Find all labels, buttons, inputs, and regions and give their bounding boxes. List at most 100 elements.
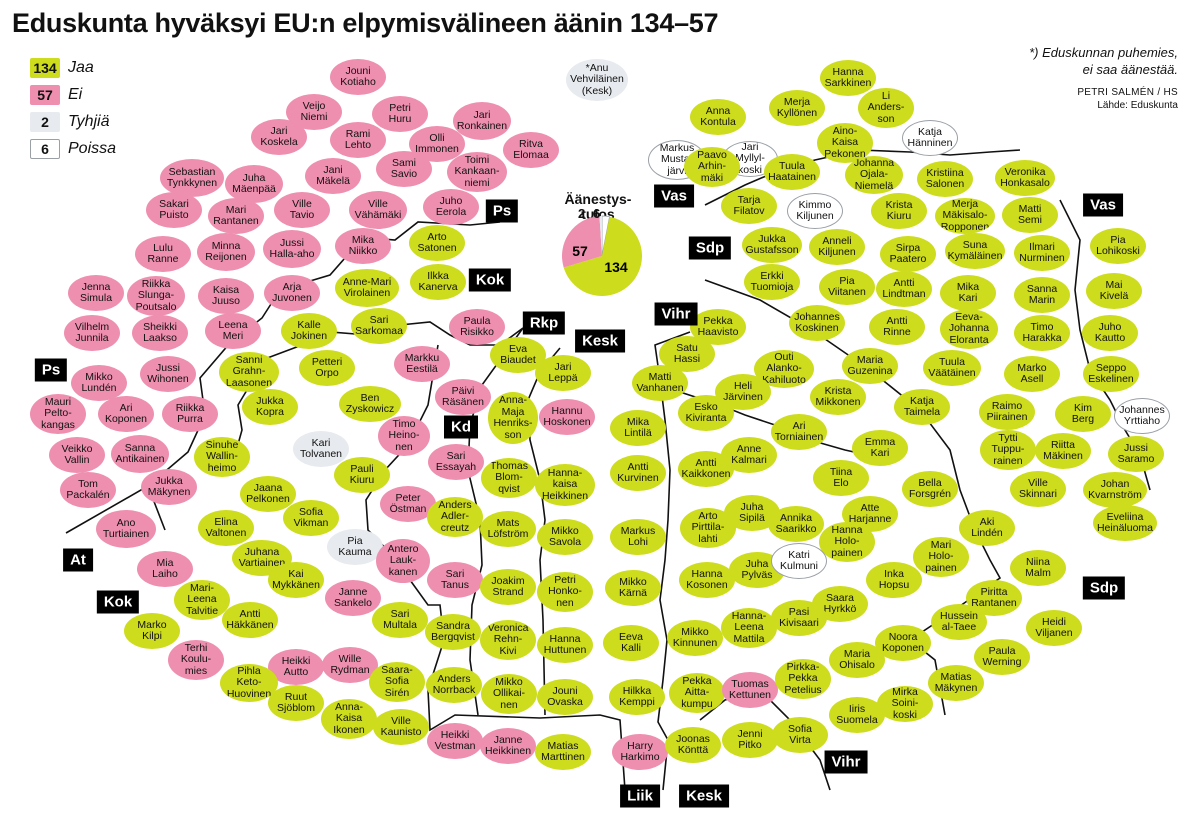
seat-jaa: Sari Multala: [372, 602, 428, 638]
seat-jaa: Ari Torniainen: [771, 414, 827, 450]
seat-jaa: Niina Malm: [1010, 550, 1066, 586]
seat-jaa: Kai Mykkänen: [268, 562, 324, 598]
seat-jaa: Anders Adler- creutz: [427, 497, 483, 537]
seat-ei: Juha Mäenpää: [225, 165, 283, 203]
seat-ei: Jukka Mäkynen: [141, 469, 197, 505]
seat-jaa: Mirka Soini- koski: [877, 686, 933, 722]
seat-ei: Jouni Kotiaho: [330, 59, 386, 95]
seat-ei: Tuomas Kettunen: [722, 672, 778, 708]
results-pie: 134 57: [560, 214, 644, 298]
seat-ei: Janne Sankelo: [325, 580, 381, 616]
pie-label-tyhja: 2: [578, 206, 586, 221]
legend-item-poissa: 6 Poissa: [30, 138, 116, 160]
seat-jaa: Antti Kurvinen: [610, 455, 666, 491]
seat-jaa: Juho Kautto: [1082, 315, 1138, 351]
seat-jaa: Suna Kymäläinen: [945, 233, 1005, 269]
seat-ei: Petri Huru: [372, 96, 428, 132]
legend-label-ei: Ei: [68, 86, 83, 103]
seat-poissa: Katja Hänninen: [902, 120, 958, 156]
seat-jaa: Johanna Ojala- Niemelä: [845, 156, 903, 194]
seat-jaa: Mikko Ollikai- nen: [481, 674, 537, 714]
seat-jaa: Katja Taimela: [894, 389, 950, 425]
seat-jaa: Sirpa Paatero: [880, 236, 936, 272]
seat-jaa: Petteri Orpo: [299, 350, 355, 386]
seat-jaa: Mika Lintilä: [610, 410, 666, 446]
seat-jaa: Anna Kontula: [690, 99, 746, 135]
seat-jaa: Hussein al-Taee: [931, 604, 987, 640]
seat-jaa: Hanna Huttunen: [537, 627, 593, 663]
seat-jaa: Johan Kvarnström: [1083, 472, 1147, 508]
seat-jaa: Saara Hyrkkö: [812, 586, 868, 622]
seat-tyhja: Kari Tolvanen: [293, 431, 349, 467]
seat-jaa: Antti Kaikkonen: [678, 451, 734, 487]
seat-ei: Leena Meri: [205, 313, 261, 349]
seat-ei: Mari Rantanen: [208, 198, 264, 234]
legend-swatch-poissa: 6: [30, 139, 60, 159]
legend-label-tyhja: Tyhjiä: [68, 113, 110, 130]
seat-jaa: Heidi Viljanen: [1026, 610, 1082, 646]
seat-jaa: Raimo Piirainen: [979, 394, 1035, 430]
seat-jaa: Ilkka Kanerva: [410, 264, 466, 300]
seat-ei: Ari Koponen: [98, 396, 154, 432]
seat-jaa: Mari- Leena Talvitie: [174, 580, 230, 620]
seat-ei: Vilhelm Junnila: [64, 315, 120, 351]
seat-poissa: Johannes Yrttiaho: [1114, 398, 1170, 434]
seat-jaa: Merja Kyllönen: [769, 90, 825, 126]
party-label-vas: Vas: [654, 184, 694, 208]
party-label-at: At: [63, 548, 93, 572]
seat-jaa: Jaana Pelkonen: [240, 476, 296, 512]
seat-jaa: Esko Kiviranta: [678, 395, 734, 431]
credit: PETRI SALMÉN / HS Lähde: Eduskunta: [1077, 86, 1178, 112]
seat-jaa: Pia Lohikoski: [1090, 228, 1146, 264]
seat-jaa: Thomas Blom- qvist: [481, 458, 537, 498]
seat-jaa: Ilmari Nurminen: [1014, 235, 1070, 271]
legend-item-ei: 57 Ei: [30, 84, 82, 106]
seat-jaa: Annika Saarikko: [768, 506, 824, 542]
seat-ei: Ano Turtiainen: [96, 510, 156, 548]
seat-jaa: Antti Rinne: [869, 309, 925, 345]
party-label-ps: Ps: [485, 199, 519, 223]
seat-jaa: Kim Berg: [1055, 396, 1111, 432]
seat-jaa: Ben Zyskowicz: [339, 386, 401, 422]
seat-tyhja: Pia Kauma: [327, 529, 383, 565]
seat-jaa: Aki Lindén: [959, 510, 1015, 546]
seat-jaa: Anne Kalmari: [721, 437, 777, 473]
seat-ei: Paula Risikko: [449, 309, 505, 345]
seat-jaa: Matias Mäkynen: [928, 665, 984, 701]
seat-jaa: Mikko Savola: [537, 519, 593, 555]
seat-jaa: Noora Koponen: [875, 625, 931, 661]
seat-jaa: Elina Valtonen: [198, 510, 254, 546]
seat-jaa: Johannes Koskinen: [789, 305, 845, 341]
seat-ei: Timo Heino- nen: [378, 416, 430, 456]
seat-jaa: Mai Kivelä: [1086, 273, 1142, 309]
party-label-sdp: Sdp: [688, 236, 732, 260]
seat-jaa: Ville Skinnari: [1010, 471, 1066, 507]
seat-ei: Veikko Vallin: [49, 437, 105, 473]
seat-jaa: Paula Werning: [974, 639, 1030, 675]
party-label-kesk: Kesk: [679, 784, 729, 808]
seat-jaa: Eeva- Johanna Eloranta: [940, 309, 998, 349]
seat-jaa: Sandra Bergqvist: [425, 614, 481, 650]
seat-jaa: Petri Honko- nen: [537, 572, 593, 612]
legend-swatch-tyhja: 2: [30, 112, 60, 132]
seat-ei: Tom Packalén: [60, 472, 116, 508]
page-title: Eduskunta hyväksyi EU:n elpymisvälineen …: [12, 8, 719, 38]
seat-jaa: Joonas Könttä: [665, 727, 721, 763]
seat-jaa: Seppo Eskelinen: [1083, 356, 1139, 392]
seat-jaa: Mats Löfström: [480, 511, 536, 547]
seat-ei: Sanna Antikainen: [111, 435, 169, 473]
seat-ei: Sebastian Tynkkynen: [160, 159, 224, 197]
legend-label-jaa: Jaa: [68, 59, 94, 76]
legend-swatch-jaa: 134: [30, 58, 60, 78]
seat-jaa: Hanna Kosonen: [679, 562, 735, 598]
seat-jaa: Kalle Jokinen: [281, 313, 337, 349]
seat-jaa: Jukka Kopra: [242, 389, 298, 425]
seat-jaa: Jussi Saramo: [1108, 436, 1164, 472]
seat-jaa: Veronika Honkasalo: [995, 160, 1055, 196]
seat-jaa: Eveliina Heinäluoma: [1093, 505, 1157, 541]
seat-jaa: Riitta Mäkinen: [1035, 433, 1091, 469]
seat-jaa: Marko Kilpi: [124, 613, 180, 649]
seat-jaa: Ruut Sjöblom: [268, 685, 324, 721]
party-label-kok: Kok: [96, 590, 140, 614]
